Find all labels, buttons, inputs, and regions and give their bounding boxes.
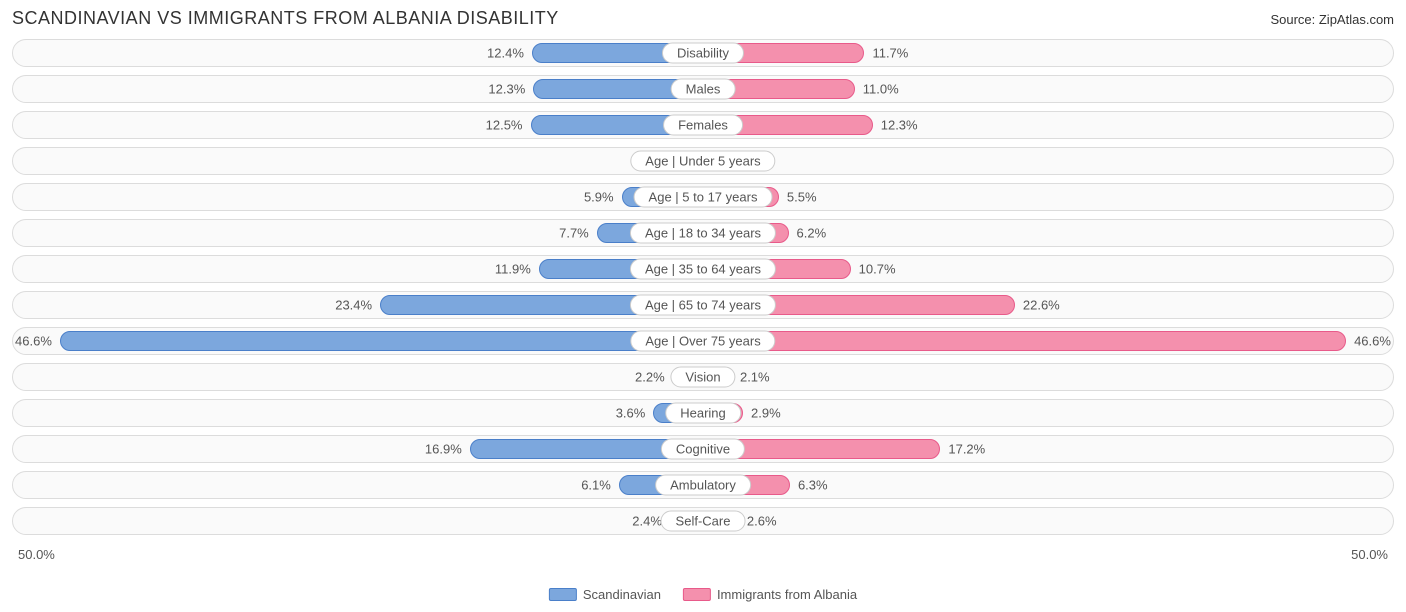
value-right: 2.1% bbox=[740, 370, 770, 385]
value-right: 46.6% bbox=[1354, 334, 1391, 349]
value-right: 6.3% bbox=[798, 478, 828, 493]
legend-item-right: Immigrants from Albania bbox=[683, 587, 857, 602]
legend-swatch-right bbox=[683, 588, 711, 601]
chart-row: 12.4% 11.7% Disability bbox=[12, 39, 1394, 67]
value-left: 6.1% bbox=[581, 478, 611, 493]
value-left: 3.6% bbox=[616, 406, 646, 421]
chart-row: 2.4% 2.6%Self-Care bbox=[12, 507, 1394, 535]
value-right: 12.3% bbox=[881, 118, 918, 133]
chart-header: SCANDINAVIAN VS IMMIGRANTS FROM ALBANIA … bbox=[12, 8, 1394, 29]
category-label: Females bbox=[663, 115, 743, 136]
chart-row: 5.9% 5.5% Age | 5 to 17 years bbox=[12, 183, 1394, 211]
category-label: Cognitive bbox=[661, 439, 745, 460]
category-label: Age | Under 5 years bbox=[630, 151, 775, 172]
value-right: 10.7% bbox=[859, 262, 896, 277]
category-label: Age | 65 to 74 years bbox=[630, 295, 776, 316]
category-label: Age | Over 75 years bbox=[630, 331, 775, 352]
value-right: 6.2% bbox=[797, 226, 827, 241]
category-label: Age | 35 to 64 years bbox=[630, 259, 776, 280]
category-label: Age | 18 to 34 years bbox=[630, 223, 776, 244]
bar-left bbox=[60, 331, 703, 351]
value-right: 17.2% bbox=[948, 442, 985, 457]
value-right: 2.9% bbox=[751, 406, 781, 421]
value-left: 16.9% bbox=[425, 442, 462, 457]
category-label: Age | 5 to 17 years bbox=[634, 187, 773, 208]
axis-left-max: 50.0% bbox=[18, 547, 55, 562]
value-left: 12.5% bbox=[486, 118, 523, 133]
value-left: 12.4% bbox=[487, 46, 524, 61]
chart-row: 3.6% 2.9% Hearing bbox=[12, 399, 1394, 427]
chart-row: 23.4% 22.6% Age | 65 to 74 years bbox=[12, 291, 1394, 319]
category-label: Vision bbox=[670, 367, 735, 388]
chart-row: 46.6% 46.6% Age | Over 75 years bbox=[12, 327, 1394, 355]
value-left: 46.6% bbox=[15, 334, 52, 349]
value-left: 11.9% bbox=[495, 262, 531, 277]
axis-right-max: 50.0% bbox=[1351, 547, 1388, 562]
category-label: Self-Care bbox=[661, 511, 746, 532]
legend-swatch-left bbox=[549, 588, 577, 601]
diverging-bar-chart: 12.4% 11.7% Disability 12.3% 11.0% Males 12.5%… bbox=[12, 39, 1394, 535]
value-right: 11.7% bbox=[872, 46, 908, 61]
legend-label-left: Scandinavian bbox=[583, 587, 661, 602]
value-left: 23.4% bbox=[335, 298, 372, 313]
value-right: 11.0% bbox=[863, 82, 899, 97]
chart-row: 12.5% 12.3% Females bbox=[12, 111, 1394, 139]
chart-row: 16.9% 17.2% Cognitive bbox=[12, 435, 1394, 463]
chart-row: 6.1% 6.3% Ambulatory bbox=[12, 471, 1394, 499]
value-left: 2.4% bbox=[632, 514, 662, 529]
category-label: Ambulatory bbox=[655, 475, 751, 496]
chart-row: 12.3% 11.0% Males bbox=[12, 75, 1394, 103]
chart-row: 11.9% 10.7% Age | 35 to 64 years bbox=[12, 255, 1394, 283]
chart-legend: Scandinavian Immigrants from Albania bbox=[549, 587, 857, 602]
legend-item-left: Scandinavian bbox=[549, 587, 661, 602]
chart-row: 7.7% 6.2% Age | 18 to 34 years bbox=[12, 219, 1394, 247]
value-left: 2.2% bbox=[635, 370, 665, 385]
value-left: 5.9% bbox=[584, 190, 614, 205]
value-right: 22.6% bbox=[1023, 298, 1060, 313]
value-right: 2.6% bbox=[747, 514, 777, 529]
value-left: 12.3% bbox=[488, 82, 525, 97]
bar-right bbox=[703, 331, 1346, 351]
axis-labels: 50.0% 50.0% bbox=[12, 543, 1394, 562]
value-left: 7.7% bbox=[559, 226, 589, 241]
legend-label-right: Immigrants from Albania bbox=[717, 587, 857, 602]
chart-row: 2.2% 2.1% Vision bbox=[12, 363, 1394, 391]
value-right: 5.5% bbox=[787, 190, 817, 205]
chart-source: Source: ZipAtlas.com bbox=[1270, 12, 1394, 27]
category-label: Hearing bbox=[665, 403, 741, 424]
chart-row: 1.5%1.1%Age | Under 5 years bbox=[12, 147, 1394, 175]
category-label: Males bbox=[671, 79, 736, 100]
chart-title: SCANDINAVIAN VS IMMIGRANTS FROM ALBANIA … bbox=[12, 8, 559, 29]
category-label: Disability bbox=[662, 43, 744, 64]
